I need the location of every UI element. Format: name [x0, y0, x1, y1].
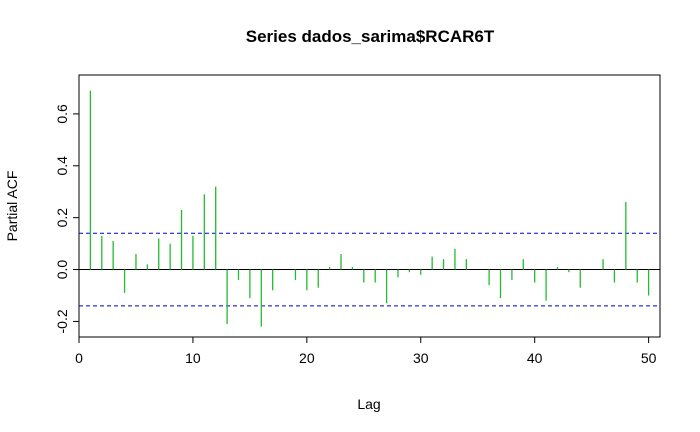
y-tick-label: 0.4 [54, 156, 70, 176]
x-tick-label: 50 [641, 350, 657, 366]
y-tick-label: -0.2 [54, 309, 70, 333]
y-tick-label: 0.2 [54, 208, 70, 228]
x-tick-label: 30 [413, 350, 429, 366]
x-axis: 0 10 20 30 40 50 [75, 337, 657, 366]
x-tick-label: 10 [185, 350, 201, 366]
x-axis-label: Lag [357, 396, 380, 412]
x-tick-label: 40 [527, 350, 543, 366]
x-tick-label: 20 [299, 350, 315, 366]
pacf-bars [89, 90, 650, 327]
confidence-bounds [79, 232, 660, 307]
y-axis-label: Partial ACF [4, 171, 20, 242]
y-tick-label: 0.6 [54, 104, 70, 124]
x-tick-label: 0 [75, 350, 83, 366]
chart-title: Series dados_sarima$RCAR6T [246, 27, 495, 46]
plot-frame [78, 74, 661, 338]
y-axis: -0.2 0.0 0.2 0.4 0.6 [54, 104, 79, 333]
y-tick-label: 0.0 [54, 260, 70, 280]
